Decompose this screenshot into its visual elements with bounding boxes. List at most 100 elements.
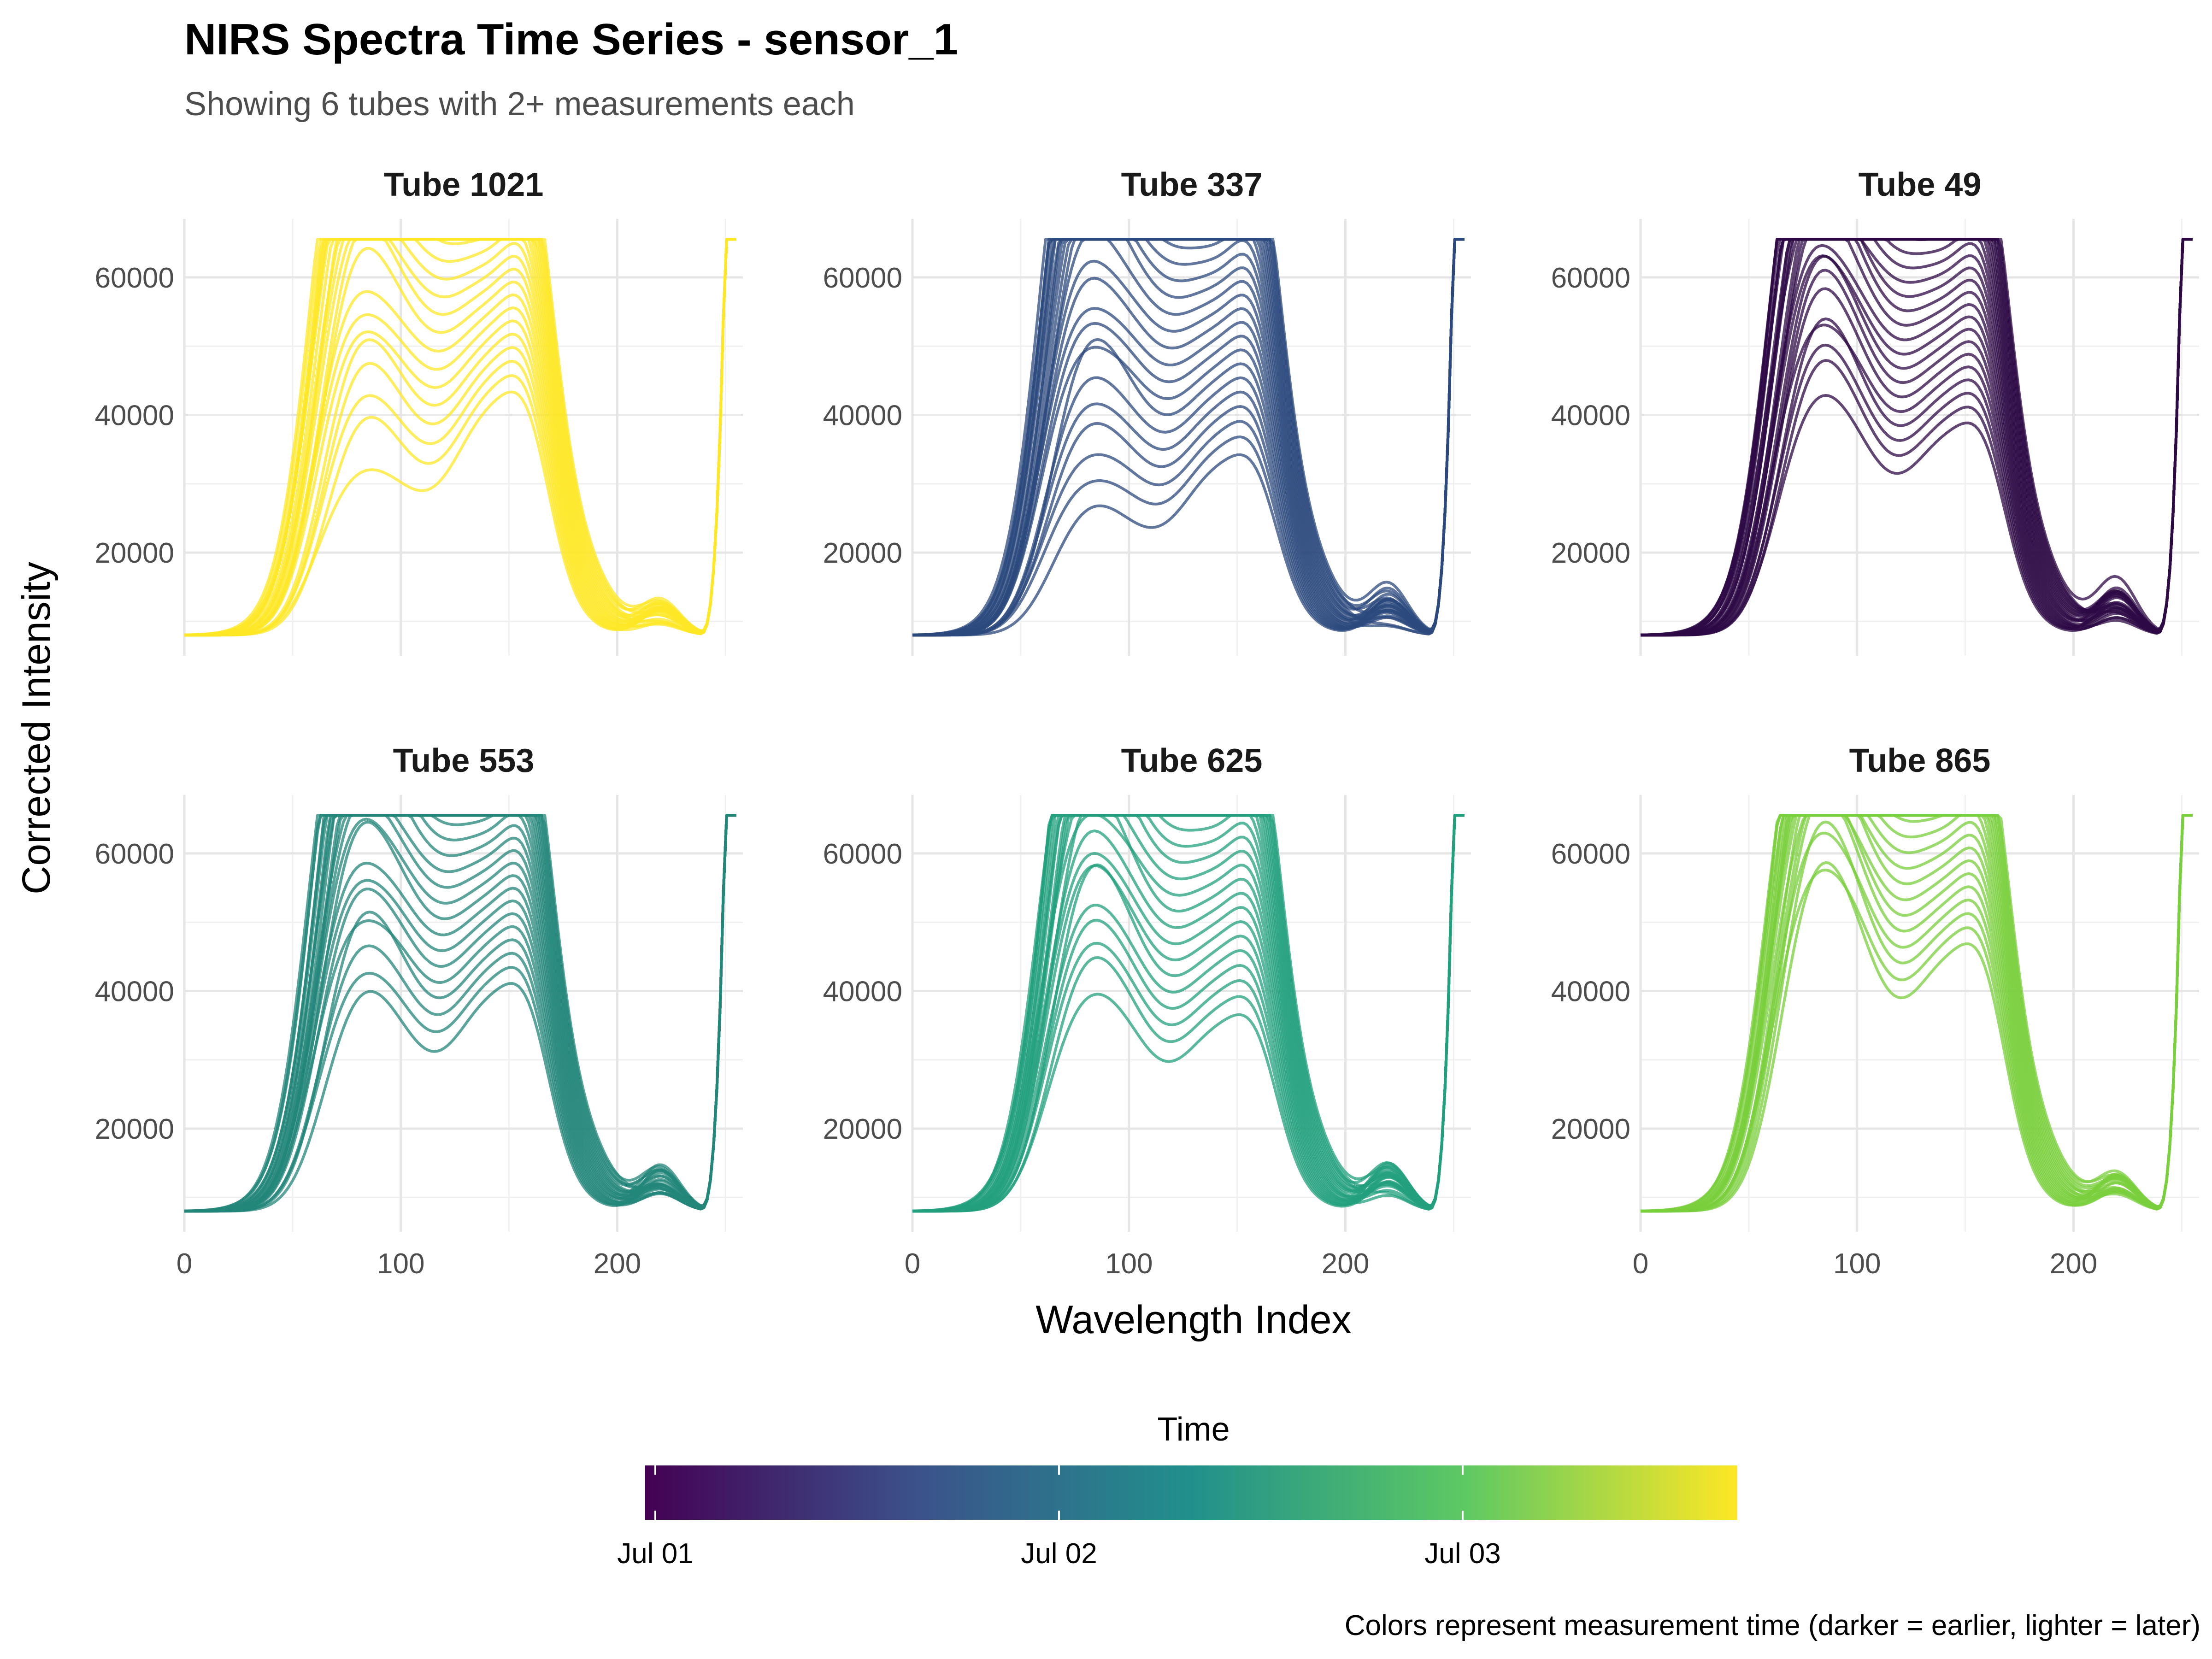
spectrum-line bbox=[1641, 814, 2193, 1213]
spectrum-line bbox=[1641, 238, 2193, 637]
spectrum-line bbox=[912, 814, 1465, 1213]
spectrum-line bbox=[912, 814, 1465, 1212]
spectrum-line bbox=[912, 238, 1465, 637]
spectrum-line bbox=[912, 238, 1465, 637]
series-lines bbox=[184, 238, 736, 637]
spectrum-line bbox=[1640, 814, 2193, 1212]
spectrum-line bbox=[184, 238, 736, 637]
spectrum-line bbox=[1641, 238, 2193, 636]
spectrum-line bbox=[912, 238, 1465, 637]
spectrum-line bbox=[184, 238, 736, 636]
spectrum-line bbox=[1640, 238, 2193, 637]
spectrum-line bbox=[912, 814, 1465, 1213]
y-tick-label: 60000 bbox=[95, 262, 174, 294]
spectrum-line bbox=[912, 238, 1465, 637]
spectrum-line bbox=[912, 238, 1465, 637]
spectrum-line bbox=[1641, 238, 2193, 637]
facet-panel: Tube 49 20000 40000 60000 bbox=[1551, 166, 2199, 656]
spectrum-line bbox=[184, 238, 736, 637]
facet-strip-label: Tube 337 bbox=[1121, 166, 1263, 203]
spectrum-line bbox=[1641, 814, 2193, 1213]
y-tick-label: 20000 bbox=[823, 537, 902, 569]
legend-tick-label: Jul 02 bbox=[1021, 1538, 1097, 1570]
time-legend: Time Jul 01 Jul 02 Jul 03 bbox=[617, 1411, 1737, 1570]
x-tick-label: 0 bbox=[1633, 1248, 1648, 1280]
spectrum-line bbox=[912, 814, 1465, 1212]
spectrum-line bbox=[184, 238, 736, 637]
spectrum-line bbox=[912, 814, 1465, 1213]
facet-strip-label: Tube 553 bbox=[393, 742, 535, 779]
legend-tick-label: Jul 03 bbox=[1424, 1538, 1500, 1570]
spectrum-line bbox=[184, 238, 736, 637]
spectrum-line bbox=[1640, 238, 2193, 636]
x-tick-label: 200 bbox=[2050, 1248, 2097, 1280]
spectrum-line bbox=[912, 238, 1465, 637]
spectrum-line bbox=[912, 238, 1465, 637]
y-tick-label: 20000 bbox=[95, 537, 174, 569]
spectrum-line bbox=[912, 814, 1465, 1212]
x-tick-label: 100 bbox=[377, 1248, 424, 1280]
spectrum-line bbox=[1641, 238, 2193, 637]
spectrum-line bbox=[912, 814, 1465, 1212]
facet-panel: Tube 553 20000 40000 60000 0 100 200 bbox=[95, 742, 743, 1280]
spectrum-line bbox=[912, 238, 1465, 637]
spectrum-line bbox=[184, 238, 736, 636]
facet-panel: Tube 337 20000 40000 60000 bbox=[823, 166, 1471, 656]
spectrum-line bbox=[1640, 814, 2193, 1212]
spectrum-line bbox=[1641, 814, 2193, 1213]
x-axis-title: Wavelength Index bbox=[1035, 1298, 1351, 1342]
x-tick-label: 0 bbox=[905, 1248, 920, 1280]
legend-colorbar bbox=[645, 1465, 1737, 1520]
spectrum-line bbox=[1640, 238, 2193, 636]
spectrum-line bbox=[912, 814, 1465, 1213]
spectrum-line bbox=[912, 814, 1465, 1213]
spectrum-line bbox=[1640, 814, 2193, 1213]
y-axis-title: Corrected Intensity bbox=[14, 562, 59, 894]
spectrum-line bbox=[1641, 814, 2193, 1213]
spectrum-line bbox=[184, 238, 736, 636]
y-tick-label: 40000 bbox=[95, 400, 174, 431]
spectrum-line bbox=[1641, 238, 2193, 637]
spectrum-line bbox=[912, 814, 1465, 1213]
spectrum-line bbox=[912, 814, 1465, 1213]
y-tick-label: 20000 bbox=[95, 1113, 174, 1145]
spectrum-line bbox=[1641, 238, 2193, 637]
spectrum-line bbox=[184, 238, 736, 637]
series-lines bbox=[912, 814, 1465, 1213]
y-tick-label: 40000 bbox=[823, 976, 902, 1007]
spectrum-line bbox=[912, 814, 1465, 1212]
y-tick-label: 40000 bbox=[1551, 976, 1630, 1007]
spectrum-line bbox=[912, 238, 1465, 637]
spectrum-line bbox=[1640, 238, 2193, 636]
spectrum-line bbox=[1640, 238, 2193, 636]
y-tick-label: 40000 bbox=[823, 400, 902, 431]
spectrum-line bbox=[1640, 814, 2193, 1212]
legend-tick-label: Jul 01 bbox=[617, 1538, 693, 1570]
spectrum-line bbox=[184, 238, 736, 637]
spectrum-line bbox=[1641, 814, 2193, 1213]
facet-panel: Tube 865 20000 40000 60000 0 100 200 bbox=[1551, 742, 2199, 1280]
spectrum-line bbox=[1641, 238, 2193, 637]
spectrum-line bbox=[912, 238, 1465, 636]
series-lines bbox=[184, 814, 736, 1213]
series-lines bbox=[912, 238, 1465, 637]
facet-panel: Tube 625 20000 40000 60000 0 100 200 bbox=[823, 742, 1471, 1280]
spectrum-line bbox=[912, 814, 1465, 1212]
spectrum-line bbox=[912, 238, 1465, 636]
spectrum-line bbox=[184, 238, 736, 637]
y-tick-label: 60000 bbox=[1551, 262, 1630, 294]
spectrum-line bbox=[912, 814, 1465, 1213]
spectrum-line bbox=[1640, 238, 2193, 637]
spectrum-line bbox=[912, 814, 1465, 1213]
facet-strip-label: Tube 49 bbox=[1859, 166, 1982, 203]
spectrum-line bbox=[912, 238, 1465, 636]
spectrum-line bbox=[1641, 238, 2193, 637]
spectrum-line bbox=[1641, 814, 2193, 1213]
spectrum-line bbox=[1641, 238, 2193, 637]
spectrum-line bbox=[1640, 238, 2193, 637]
facet-panel: Tube 1021 20000 40000 60000 bbox=[95, 166, 743, 656]
y-tick-label: 40000 bbox=[95, 976, 174, 1007]
y-tick-label: 60000 bbox=[823, 262, 902, 294]
